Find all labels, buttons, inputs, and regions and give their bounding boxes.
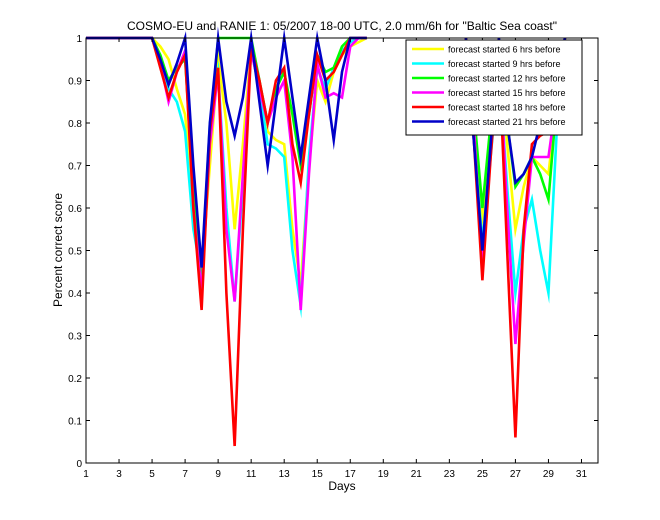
y-tick-label: 0.9 xyxy=(68,77,82,88)
y-tick-label: 0.3 xyxy=(68,332,82,343)
legend-label-4: forecast started 15 hrs before xyxy=(448,88,566,98)
x-tick-label: 7 xyxy=(182,469,188,480)
legend-label-6: forecast started 21 hrs before xyxy=(448,117,566,127)
x-tick-label: 19 xyxy=(378,469,390,480)
x-tick-label: 27 xyxy=(510,469,522,480)
y-tick-label: 1 xyxy=(76,34,82,45)
y-tick-label: 0.1 xyxy=(68,417,82,428)
y-tick-label: 0.8 xyxy=(68,119,82,130)
legend-label-3: forecast started 12 hrs before xyxy=(448,74,566,84)
y-tick-label: 0.2 xyxy=(68,374,82,385)
x-tick-label: 31 xyxy=(576,469,588,480)
x-tick-label: 3 xyxy=(116,469,122,480)
legend-label-2: forecast started 9 hrs before xyxy=(448,59,561,69)
x-tick-label: 25 xyxy=(477,469,489,480)
legend-box xyxy=(405,39,583,136)
x-tick-label: 5 xyxy=(149,469,155,480)
legend: forecast started 6 hrs before forecast st… xyxy=(405,39,583,136)
x-tick-label: 1 xyxy=(83,469,89,480)
x-tick-label: 17 xyxy=(345,469,357,480)
x-tick-label: 11 xyxy=(246,469,257,480)
y-tick-label: 0.7 xyxy=(68,162,82,173)
x-axis-label: Days xyxy=(328,479,355,493)
x-tick-label: 21 xyxy=(411,469,423,480)
y-tick-label: 0.4 xyxy=(68,289,82,300)
axis-ticks: 1 3 5 7 9 11 13 15 17 19 21 23 25 27 29 3100.10.20.30.4… xyxy=(68,34,598,480)
legend-label-1: forecast started 6 hrs before xyxy=(448,45,561,55)
x-tick-label: 29 xyxy=(543,469,555,480)
y-tick-label: 0 xyxy=(76,459,82,470)
x-tick-label: 15 xyxy=(312,469,324,480)
x-tick-label: 9 xyxy=(215,469,221,480)
y-tick-label: 0.6 xyxy=(68,204,82,215)
y-axis-label: Percent correct score xyxy=(51,193,65,307)
series-lines xyxy=(86,26,567,447)
chart-title: COSMO-EU and RANIE 1: 05/2007 18-00 UTC,… xyxy=(127,19,557,33)
y-tick-label: 0.5 xyxy=(68,247,82,258)
x-tick-label: 23 xyxy=(444,469,456,480)
legend-label-5: forecast started 18 hrs before xyxy=(448,103,566,113)
x-tick-label: 13 xyxy=(279,469,291,480)
